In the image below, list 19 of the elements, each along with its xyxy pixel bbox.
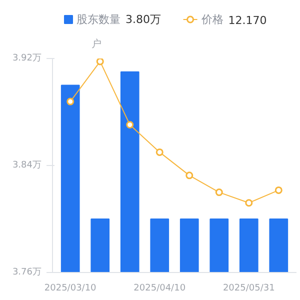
point bbox=[274, 186, 282, 194]
legend-label: 价格 bbox=[200, 13, 224, 26]
x-tick-label: 2025/03/10 bbox=[44, 284, 97, 294]
text: 3.80万 bbox=[126, 13, 161, 26]
y-axis-title: 户 bbox=[92, 38, 102, 50]
point bbox=[66, 98, 74, 106]
y-tick-label: 3.76万 bbox=[12, 268, 42, 278]
text: 12.170 bbox=[228, 14, 267, 27]
legend-label: 股东数量 bbox=[76, 13, 120, 26]
x-tick-label: 2025/05/31 bbox=[222, 284, 275, 294]
point bbox=[126, 121, 134, 129]
point bbox=[186, 172, 194, 180]
point bbox=[215, 188, 223, 196]
point bbox=[96, 58, 104, 66]
x-tick-label: 2025/04/10 bbox=[134, 284, 186, 294]
y-tick-label: 3.92万 bbox=[12, 54, 42, 64]
point bbox=[245, 199, 253, 207]
point bbox=[156, 148, 164, 156]
y-tick-label: 3.84万 bbox=[12, 160, 42, 170]
